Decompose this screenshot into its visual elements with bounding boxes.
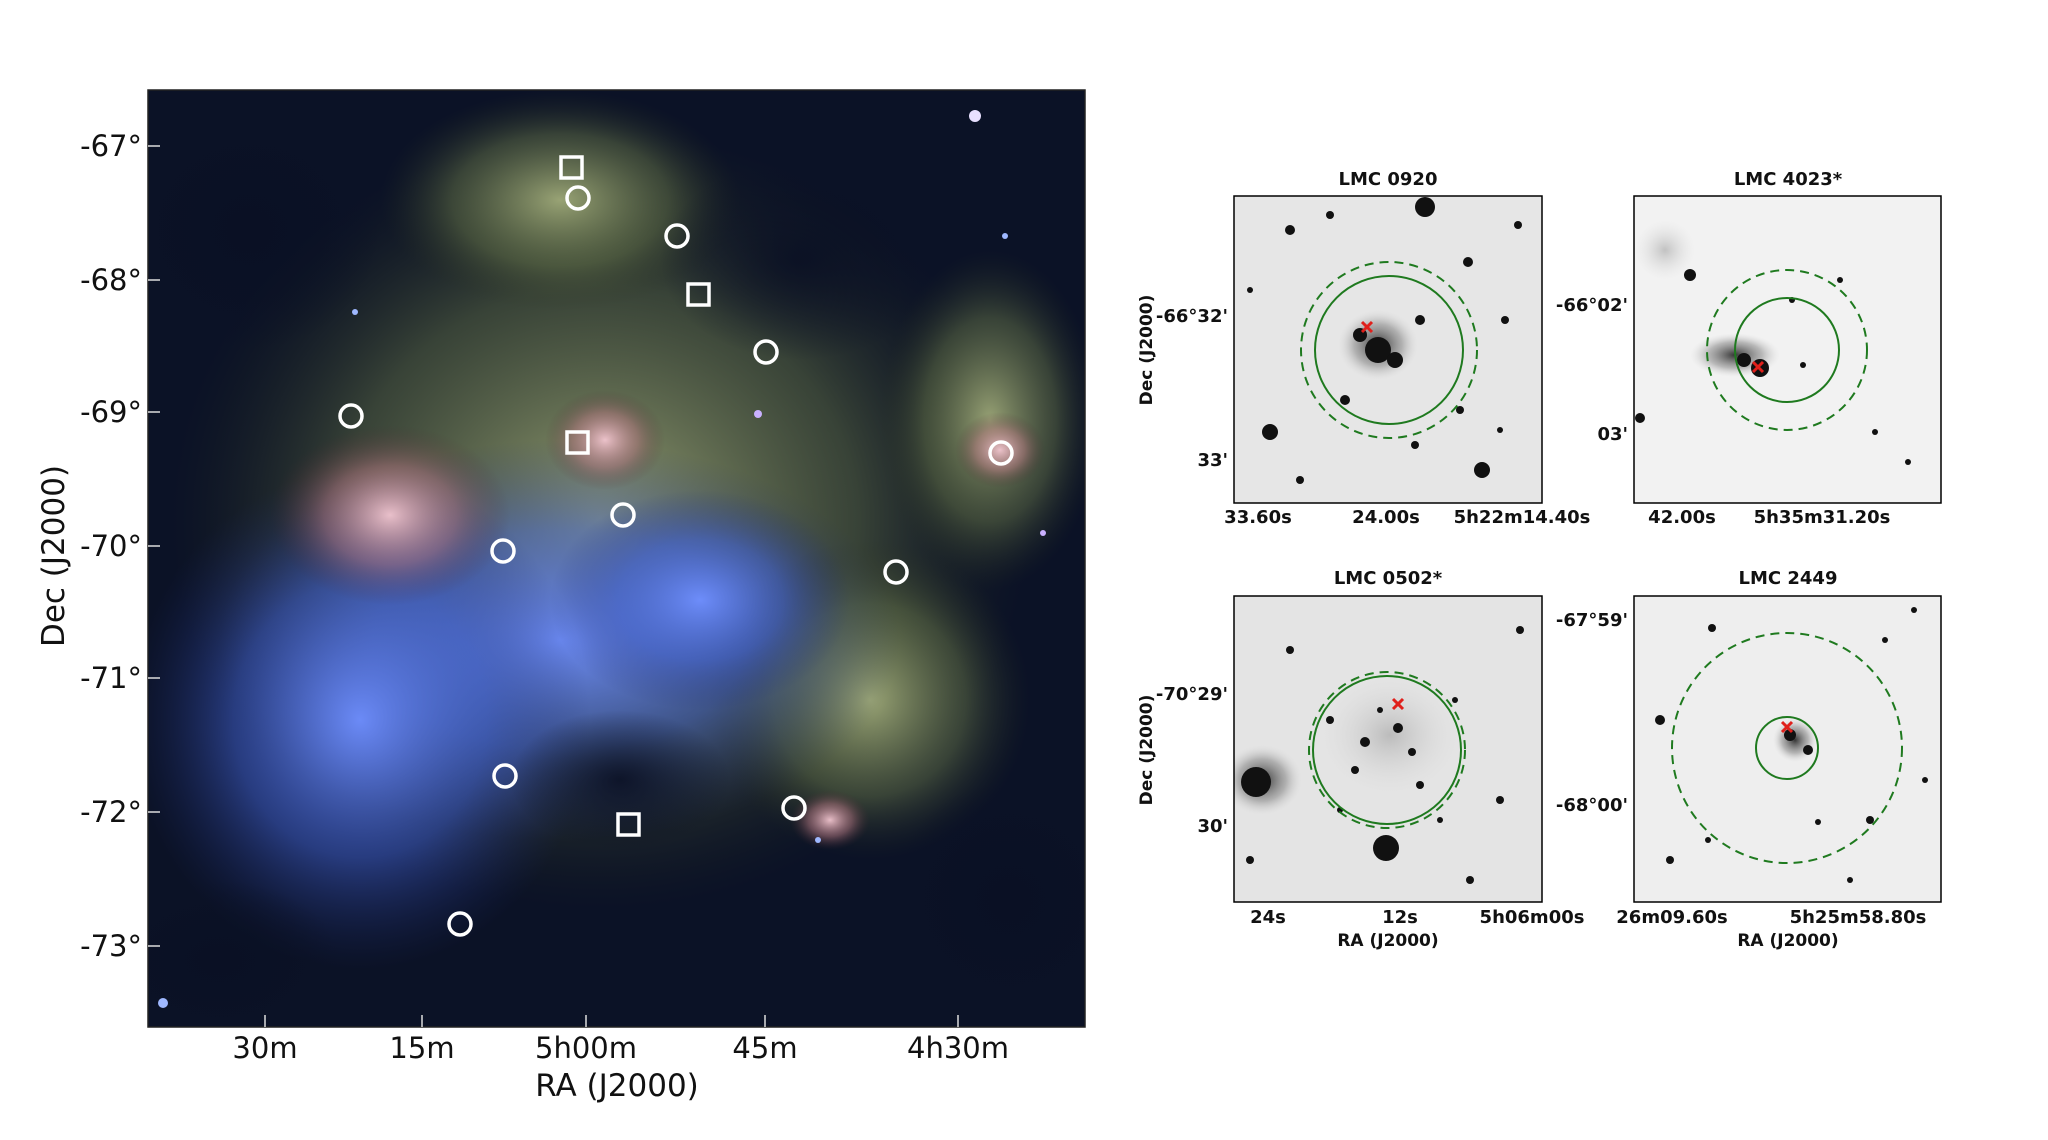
target-square (686, 282, 711, 307)
aperture-dashed-circle (1308, 671, 1466, 829)
star-field (1655, 607, 1928, 883)
aperture-circle (1734, 297, 1840, 403)
y-tick-label: -70°29' (1156, 684, 1228, 705)
x-tick-label: 24.00s (1352, 507, 1420, 528)
target-square (559, 155, 584, 180)
x-tick-label: 24s (1250, 907, 1286, 928)
target-circle (753, 339, 779, 365)
y-tick-label: 33' (1197, 450, 1228, 471)
star-field (1241, 626, 1524, 884)
main-map-frame (147, 89, 1086, 1028)
x-tick-label: 33.60s (1224, 507, 1292, 528)
y-tick-label: 30' (1197, 816, 1228, 837)
dec-tick-label: -71° (80, 661, 142, 695)
dec-tick-label: -69° (80, 395, 142, 429)
x-axis-label: RA (J2000) (1337, 931, 1438, 951)
dec-tick-label: -67° (80, 129, 142, 163)
x-tick-label: 12s (1382, 907, 1418, 928)
target-circle (883, 559, 909, 585)
ra-tick-label: 30m (232, 1031, 297, 1065)
ra-tick-label: 5h00m (535, 1031, 637, 1065)
y-tick-label: -66°02' (1556, 295, 1628, 316)
x-tick-label: 5h22m14.40s (1454, 507, 1591, 528)
y-tick-label: -66°32' (1156, 306, 1228, 327)
dec-tick-label: -72° (80, 795, 142, 829)
x-axis-label: RA (J2000) (1737, 931, 1838, 951)
aperture-dashed-circle (1671, 632, 1903, 864)
main-y-axis-label: Dec (J2000) (36, 465, 72, 647)
cutout-panel-lmc-4023: LMC 4023* -66°02' 03' 42.00s 5h35m31.20s (1556, 169, 1942, 528)
ra-tick-label: 45m (732, 1031, 797, 1065)
main-axis-ticks (148, 145, 959, 1027)
nebula-image (148, 90, 1085, 1027)
target-circle (492, 763, 518, 789)
main-dec-tick-labels: -67° -68° -69° -70° -71° -72° -73° (80, 129, 142, 963)
aperture-circle (1755, 716, 1819, 780)
dec-tick-label: -70° (80, 529, 142, 563)
target-square (565, 430, 590, 455)
y-tick-label: -68°00' (1556, 795, 1628, 816)
panel-title: LMC 0502* (1334, 568, 1443, 589)
ra-tick-label: 15m (389, 1031, 454, 1065)
cutout-panel-lmc-0920: LMC 0920 -66°32' 33' 33.60s 24.00s 5h22m… (1137, 169, 1590, 528)
target-markers (338, 155, 1014, 937)
y-tick-label: -67°59' (1556, 610, 1628, 631)
target-square (616, 812, 641, 837)
aperture-dashed-circle (1300, 261, 1478, 439)
panel-title: LMC 4023* (1734, 169, 1843, 190)
star-field (1247, 197, 1522, 484)
aperture-dashed-circle (1706, 269, 1868, 431)
cutout-panel-lmc-2449: LMC 2449 -67°59' -68°00' 26m09.60s 5h25m… (1556, 568, 1942, 951)
x-tick-label: 42.00s (1648, 507, 1716, 528)
main-x-axis-label: RA (J2000) (535, 1068, 699, 1104)
x-tick-label: 5h35m31.20s (1754, 507, 1891, 528)
y-axis-label: Dec (J2000) (1137, 695, 1157, 806)
y-axis-label: Dec (J2000) (1137, 295, 1157, 406)
target-circle (664, 223, 690, 249)
red-cross-marker (1780, 720, 1794, 734)
x-tick-label: 5h25m58.80s (1790, 907, 1927, 928)
red-cross-marker (1391, 697, 1405, 711)
panel-title: LMC 2449 (1739, 568, 1838, 589)
x-tick-label: 26m09.60s (1616, 907, 1727, 928)
dec-tick-label: -73° (80, 929, 142, 963)
target-circle (610, 502, 636, 528)
target-circle (565, 185, 591, 211)
target-circle (490, 538, 516, 564)
x-tick-label: 5h06m00s (1480, 907, 1585, 928)
red-cross-marker (1360, 320, 1374, 334)
cutout-panel-lmc-0502: LMC 0502* -70°29' 30' 24s 12s 5h06m00s (1137, 568, 1584, 951)
ra-tick-label: 4h30m (907, 1031, 1009, 1065)
y-tick-label: 03' (1597, 424, 1628, 445)
red-cross-marker (1751, 360, 1765, 374)
target-circle (447, 911, 473, 937)
aperture-circle (1314, 275, 1464, 425)
target-circle (781, 795, 807, 821)
dec-tick-label: -68° (80, 263, 142, 297)
target-circle (988, 440, 1014, 466)
aperture-circle (1312, 675, 1462, 825)
main-ra-tick-labels: 30m 15m 5h00m 45m 4h30m (232, 1031, 1009, 1065)
panel-title: LMC 0920 (1339, 169, 1438, 190)
target-circle (338, 403, 364, 429)
